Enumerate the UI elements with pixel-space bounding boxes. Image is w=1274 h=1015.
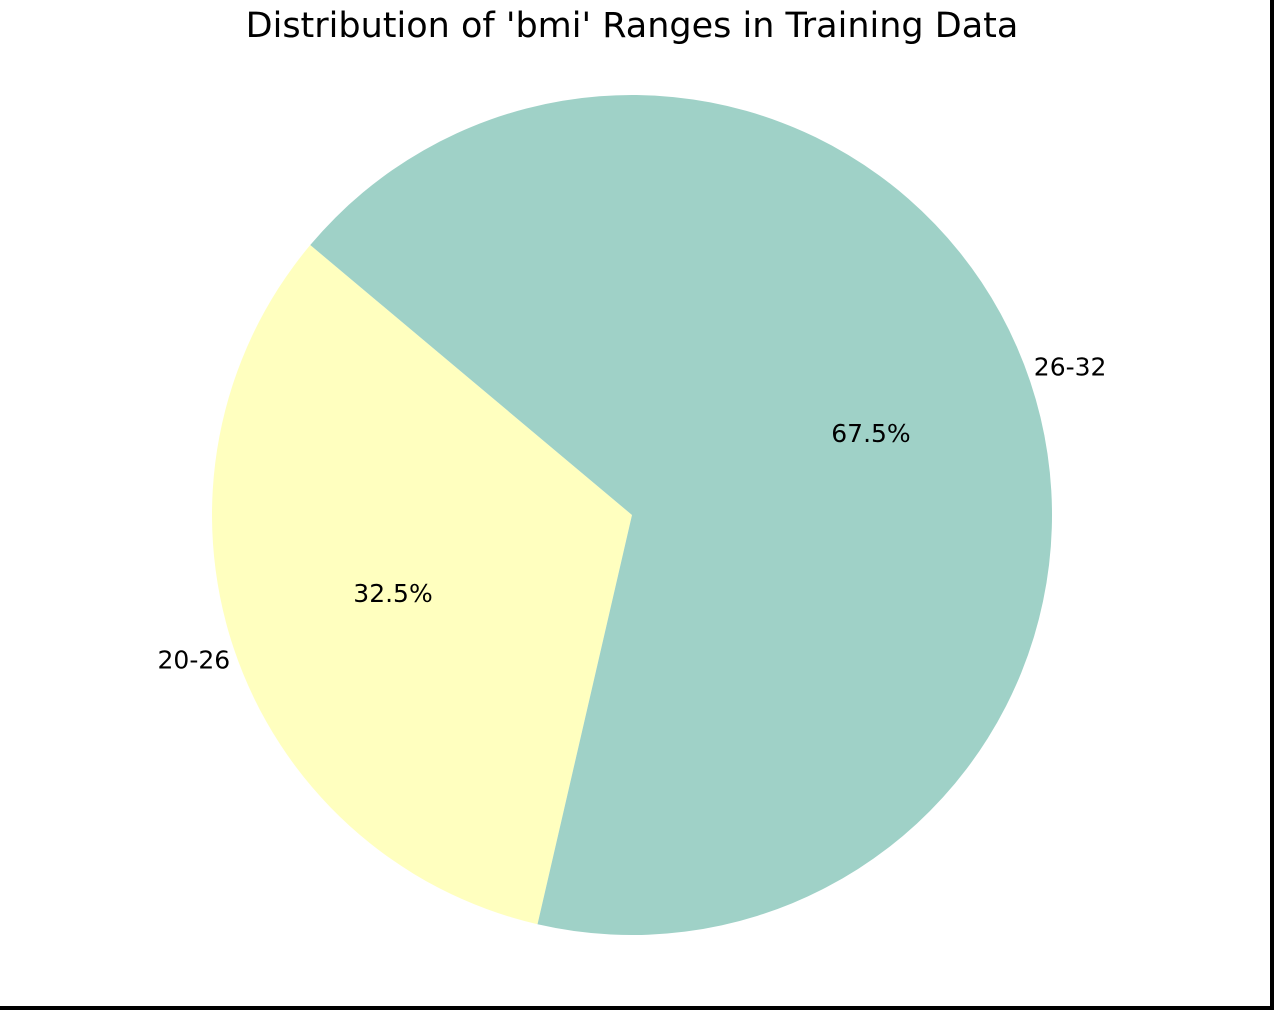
pie-slices: [211, 94, 1052, 935]
slice-label-20-26: 20-26: [158, 646, 231, 675]
pie-slice-20-26: [211, 245, 632, 925]
frame-border-bottom: [0, 1006, 1274, 1010]
chart-title: Distribution of 'bmi' Ranges in Training…: [246, 6, 1019, 46]
pie-slice-26-32: [310, 94, 1052, 935]
pie-labels: 20-26 32.5% 26-32 67.5%: [158, 352, 1107, 674]
slice-percent-label-20-26: 32.5%: [353, 579, 432, 608]
frame-border-right: [1270, 0, 1274, 1010]
slice-label-26-32: 26-32: [1034, 352, 1107, 381]
slice-percent-label-26-32: 67.5%: [831, 419, 910, 448]
